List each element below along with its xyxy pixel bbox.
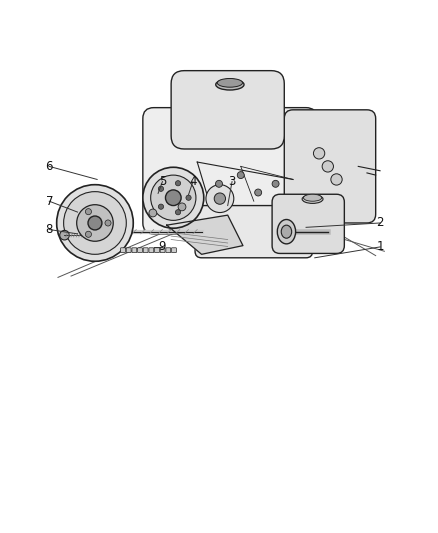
Ellipse shape	[217, 78, 243, 87]
Text: 7: 7	[46, 195, 53, 208]
Text: 2: 2	[376, 216, 384, 230]
Circle shape	[143, 167, 204, 228]
FancyBboxPatch shape	[155, 248, 159, 253]
Circle shape	[254, 189, 261, 196]
FancyBboxPatch shape	[138, 248, 142, 253]
Text: 1: 1	[376, 240, 384, 253]
FancyBboxPatch shape	[126, 248, 131, 253]
Circle shape	[331, 174, 342, 185]
FancyBboxPatch shape	[143, 108, 317, 234]
FancyBboxPatch shape	[166, 248, 171, 253]
Circle shape	[186, 195, 191, 200]
Text: 4: 4	[189, 175, 197, 188]
FancyBboxPatch shape	[149, 248, 154, 253]
Circle shape	[77, 205, 113, 241]
FancyBboxPatch shape	[143, 248, 148, 253]
Circle shape	[314, 148, 325, 159]
Ellipse shape	[281, 225, 292, 238]
Circle shape	[206, 184, 234, 213]
Circle shape	[214, 193, 226, 204]
Circle shape	[272, 180, 279, 187]
Circle shape	[105, 220, 111, 226]
Circle shape	[60, 230, 69, 240]
FancyBboxPatch shape	[160, 248, 165, 253]
Circle shape	[175, 209, 180, 215]
Circle shape	[159, 186, 163, 191]
Circle shape	[322, 161, 333, 172]
Circle shape	[57, 184, 133, 261]
Circle shape	[175, 181, 180, 186]
FancyBboxPatch shape	[195, 206, 313, 258]
Ellipse shape	[277, 220, 296, 244]
FancyBboxPatch shape	[171, 71, 284, 149]
Text: 3: 3	[228, 175, 236, 188]
Circle shape	[88, 216, 102, 230]
Circle shape	[64, 192, 126, 254]
FancyBboxPatch shape	[172, 248, 177, 253]
FancyBboxPatch shape	[272, 194, 344, 254]
Ellipse shape	[302, 195, 323, 204]
Circle shape	[85, 231, 92, 237]
Ellipse shape	[304, 194, 322, 201]
FancyBboxPatch shape	[132, 248, 137, 253]
Text: 5: 5	[159, 175, 166, 188]
FancyBboxPatch shape	[284, 110, 376, 223]
Circle shape	[215, 180, 223, 187]
Circle shape	[237, 172, 244, 179]
Text: 9: 9	[159, 240, 166, 253]
FancyBboxPatch shape	[120, 248, 125, 253]
Ellipse shape	[216, 79, 244, 90]
Circle shape	[149, 209, 157, 217]
Text: 6: 6	[46, 160, 53, 173]
Circle shape	[159, 204, 163, 209]
Text: 8: 8	[46, 223, 53, 236]
Circle shape	[178, 203, 186, 211]
Circle shape	[151, 175, 196, 220]
Circle shape	[166, 190, 181, 206]
Polygon shape	[167, 215, 243, 254]
Circle shape	[85, 208, 92, 215]
